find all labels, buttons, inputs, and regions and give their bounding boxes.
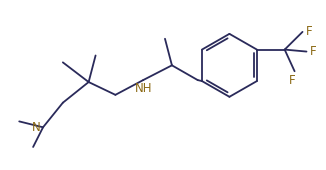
Text: NH: NH [134, 82, 152, 95]
Text: N: N [32, 121, 41, 134]
Text: F: F [289, 74, 296, 87]
Text: F: F [305, 25, 312, 38]
Text: F: F [309, 45, 316, 58]
